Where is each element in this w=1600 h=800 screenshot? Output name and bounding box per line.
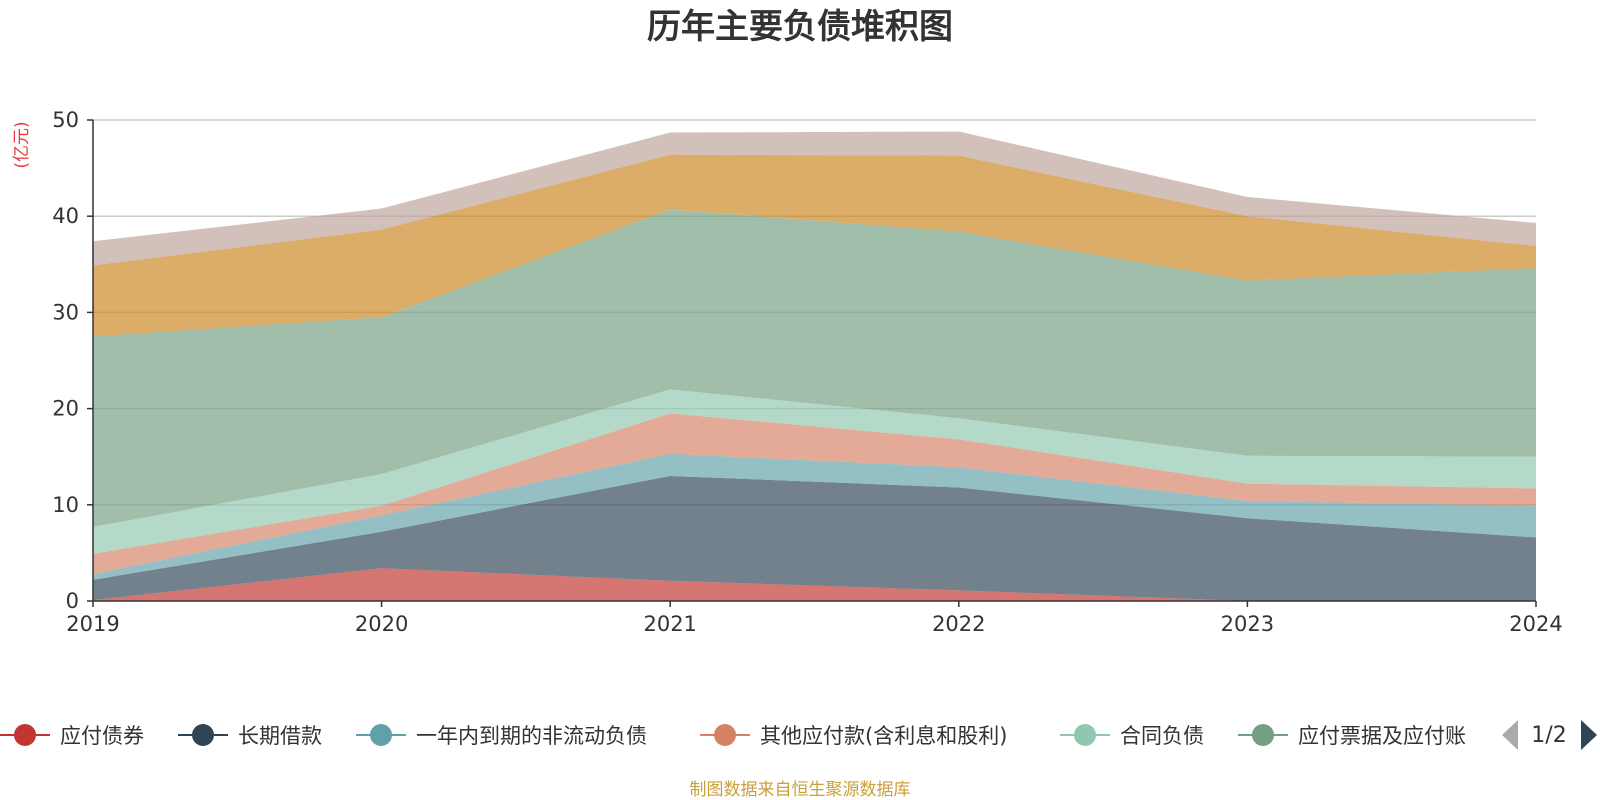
legend-item[interactable]: 其他应付款(含利息和股利) bbox=[700, 724, 1007, 748]
legend-label: 应付债券 bbox=[60, 724, 144, 748]
y-tick-label: 10 bbox=[52, 493, 79, 517]
axes: 0 10 20 30 40 50 2019 2020 2021 2022 2023 2024 bbox=[52, 108, 1562, 636]
x-tick-label: 2020 bbox=[355, 612, 408, 636]
legend-label: 其他应付款(含利息和股利) bbox=[760, 724, 1007, 748]
legend-item[interactable]: 合同负债 bbox=[1060, 724, 1204, 748]
x-tick-label: 2023 bbox=[1221, 612, 1274, 636]
legend: 应付债券 长期借款 一年内到期的非流动负债 其他应付款(含利息和股利) 合同负债 应付票据… bbox=[0, 724, 1466, 748]
area-series-3 bbox=[93, 453, 1536, 580]
y-tick-label: 40 bbox=[52, 204, 79, 228]
legend-circle-marker bbox=[714, 724, 736, 746]
legend-next-arrow-icon[interactable] bbox=[1581, 720, 1597, 750]
legend-label: 合同负债 bbox=[1120, 724, 1204, 748]
legend-circle-marker bbox=[192, 724, 214, 746]
chart-title: 历年主要负债堆积图 bbox=[647, 7, 953, 47]
legend-circle-marker bbox=[14, 724, 36, 746]
y-tick-label: 20 bbox=[52, 397, 79, 421]
area-series-7 bbox=[93, 154, 1536, 337]
legend-page-indicator: 1/2 bbox=[1531, 723, 1566, 748]
area-series bbox=[93, 131, 1536, 601]
area-series-6 bbox=[93, 209, 1536, 527]
legend-circle-marker bbox=[370, 724, 392, 746]
x-tick-label: 2021 bbox=[643, 612, 696, 636]
legend-item[interactable]: 长期借款 bbox=[178, 724, 322, 748]
area-series-4 bbox=[93, 413, 1536, 575]
y-axis-unit: (亿元) bbox=[12, 121, 32, 168]
legend-item[interactable]: 应付票据及应付账 bbox=[1238, 724, 1466, 748]
legend-item[interactable]: 一年内到期的非流动负债 bbox=[356, 724, 647, 748]
legend-circle-marker bbox=[1252, 724, 1274, 746]
legend-prev-arrow-icon[interactable] bbox=[1502, 720, 1518, 750]
area-series-1 bbox=[93, 568, 1536, 601]
area-series-8 bbox=[93, 131, 1536, 266]
legend-circle-marker bbox=[1074, 724, 1096, 746]
legend-label: 应付票据及应付账 bbox=[1298, 724, 1466, 748]
legend-label: 一年内到期的非流动负债 bbox=[416, 724, 647, 748]
data-source-note: 制图数据来自恒生聚源数据库 bbox=[690, 780, 911, 800]
y-tick-label: 30 bbox=[52, 300, 79, 324]
legend-pager: 1/2 bbox=[1502, 720, 1597, 750]
y-tick-label: 0 bbox=[66, 589, 79, 613]
x-tick-label: 2019 bbox=[66, 612, 119, 636]
y-tick-label: 50 bbox=[52, 108, 79, 132]
area-series-2 bbox=[93, 475, 1536, 601]
x-tick-label: 2022 bbox=[932, 612, 985, 636]
legend-item[interactable]: 应付债券 bbox=[0, 724, 144, 748]
area-series-5 bbox=[93, 389, 1536, 554]
legend-label: 长期借款 bbox=[238, 724, 322, 748]
x-tick-label: 2024 bbox=[1509, 612, 1562, 636]
